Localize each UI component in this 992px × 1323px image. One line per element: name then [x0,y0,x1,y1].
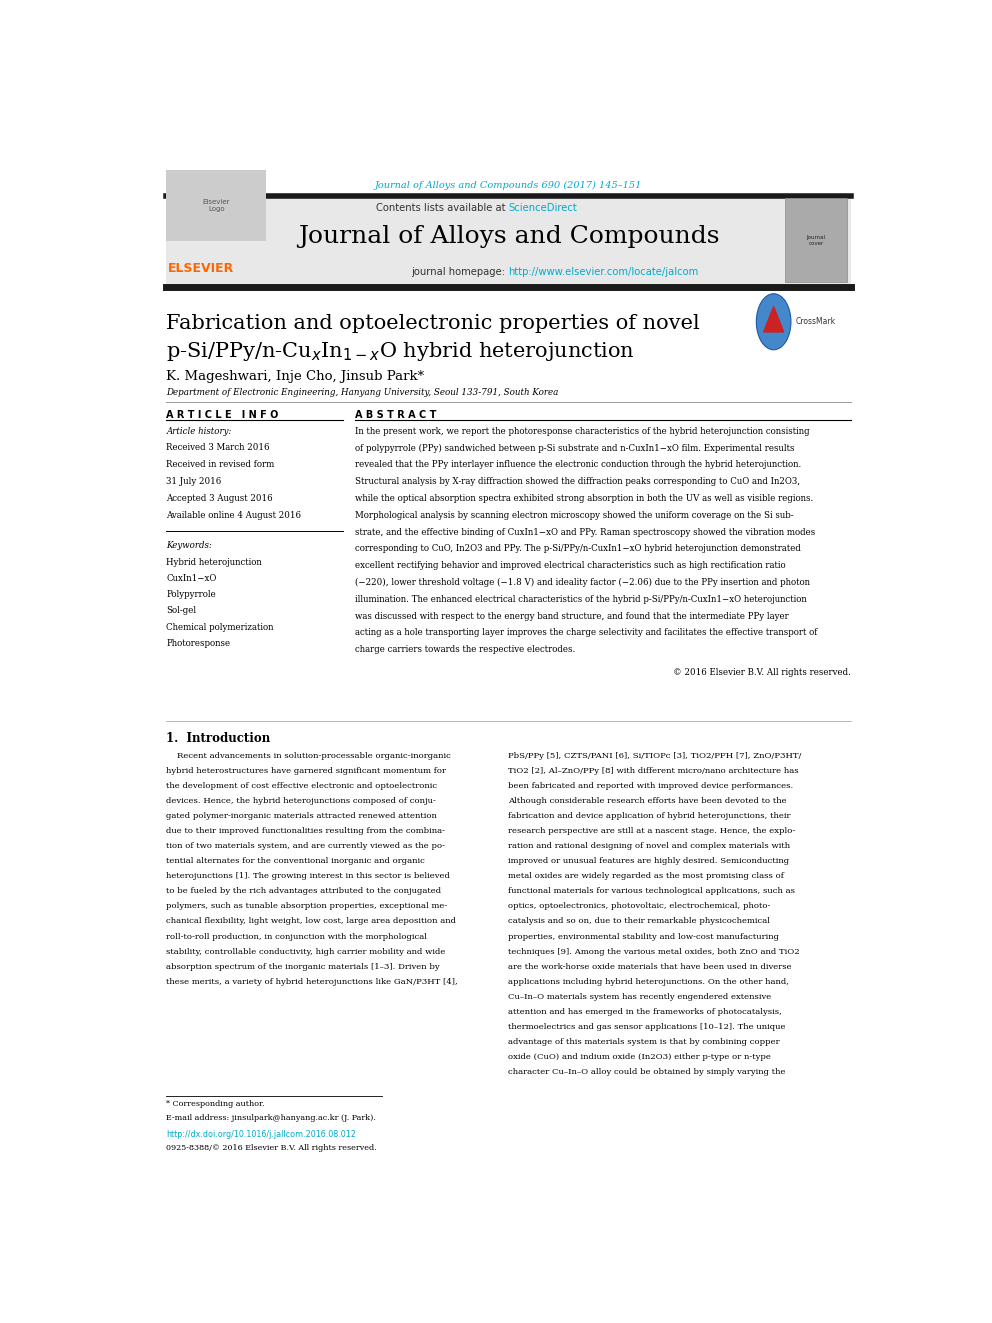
Text: these merits, a variety of hybrid heterojunctions like GaN/P3HT [4],: these merits, a variety of hybrid hetero… [167,978,458,986]
Text: ScienceDirect: ScienceDirect [509,202,577,213]
Text: Morphological analysis by scanning electron microscopy showed the uniform covera: Morphological analysis by scanning elect… [355,511,794,520]
Text: Photoresponse: Photoresponse [167,639,230,648]
Polygon shape [764,307,784,332]
Text: © 2016 Elsevier B.V. All rights reserved.: © 2016 Elsevier B.V. All rights reserved… [673,668,850,677]
Text: ration and rational designing of novel and complex materials with: ration and rational designing of novel a… [509,843,791,851]
Text: advantage of this materials system is that by combining copper: advantage of this materials system is th… [509,1039,780,1046]
Ellipse shape [756,294,791,349]
Text: while the optical absorption spectra exhibited strong absorption in both the UV : while the optical absorption spectra exh… [355,493,812,503]
Text: to be fueled by the rich advantages attributed to the conjugated: to be fueled by the rich advantages attr… [167,888,441,896]
Text: the development of cost effective electronic and optoelectronic: the development of cost effective electr… [167,782,437,790]
Text: was discussed with respect to the energy band structure, and found that the inte: was discussed with respect to the energy… [355,611,789,620]
Text: Journal of Alloys and Compounds 690 (2017) 145–151: Journal of Alloys and Compounds 690 (201… [375,181,642,191]
Text: http://www.elsevier.com/locate/jalcom: http://www.elsevier.com/locate/jalcom [509,267,698,277]
Text: Fabrication and optoelectronic properties of novel: Fabrication and optoelectronic propertie… [167,314,700,332]
Text: excellent rectifying behavior and improved electrical characteristics such as hi: excellent rectifying behavior and improv… [355,561,786,570]
Text: gated polymer-inorganic materials attracted renewed attention: gated polymer-inorganic materials attrac… [167,812,437,820]
Text: * Corresponding author.: * Corresponding author. [167,1099,265,1109]
Text: tion of two materials system, and are currently viewed as the po-: tion of two materials system, and are cu… [167,843,445,851]
Text: heterojunctions [1]. The growing interest in this sector is believed: heterojunctions [1]. The growing interes… [167,872,450,880]
Text: character Cu–In–O alloy could be obtained by simply varying the: character Cu–In–O alloy could be obtaine… [509,1068,786,1077]
Text: Article history:: Article history: [167,427,232,435]
Text: CrossMark: CrossMark [796,318,835,327]
Text: 1.  Introduction: 1. Introduction [167,733,271,745]
Text: been fabricated and reported with improved device performances.: been fabricated and reported with improv… [509,782,794,790]
Text: absorption spectrum of the inorganic materials [1–3]. Driven by: absorption spectrum of the inorganic mat… [167,963,439,971]
Text: 31 July 2016: 31 July 2016 [167,478,221,486]
Text: applications including hybrid heterojunctions. On the other hand,: applications including hybrid heterojunc… [509,978,790,986]
Text: Received 3 March 2016: Received 3 March 2016 [167,443,270,452]
Text: journal homepage:: journal homepage: [412,267,509,277]
Text: research perspective are still at a nascent stage. Hence, the explo-: research perspective are still at a nasc… [509,827,796,835]
Text: http://dx.doi.org/10.1016/j.jallcom.2016.08.012: http://dx.doi.org/10.1016/j.jallcom.2016… [167,1130,356,1139]
Text: stability, controllable conductivity, high carrier mobility and wide: stability, controllable conductivity, hi… [167,947,445,955]
Text: fabrication and device application of hybrid heterojunctions, their: fabrication and device application of hy… [509,812,791,820]
Text: Department of Electronic Engineering, Hanyang University, Seoul 133-791, South K: Department of Electronic Engineering, Ha… [167,388,558,397]
Text: ELSEVIER: ELSEVIER [168,262,234,275]
Text: Elsevier
Logo: Elsevier Logo [202,200,230,212]
Text: PbS/PPy [5], CZTS/PANI [6], Si/TIOPc [3], TiO2/PFH [7], ZnO/P3HT/: PbS/PPy [5], CZTS/PANI [6], Si/TIOPc [3]… [509,751,802,759]
Text: Sol-gel: Sol-gel [167,606,196,615]
Text: 0925-8388/© 2016 Elsevier B.V. All rights reserved.: 0925-8388/© 2016 Elsevier B.V. All right… [167,1144,377,1152]
Text: hybrid heterostructures have garnered significant momentum for: hybrid heterostructures have garnered si… [167,767,446,775]
Text: functional materials for various technological applications, such as: functional materials for various technol… [509,888,796,896]
Text: Received in revised form: Received in revised form [167,460,275,470]
Text: Journal
cover: Journal cover [806,235,825,246]
Text: Hybrid heterojunction: Hybrid heterojunction [167,557,262,566]
Text: charge carriers towards the respective electrodes.: charge carriers towards the respective e… [355,646,575,654]
Text: catalysis and so on, due to their remarkable physicochemical: catalysis and so on, due to their remark… [509,917,771,926]
Text: improved or unusual features are highly desired. Semiconducting: improved or unusual features are highly … [509,857,790,865]
Text: attention and has emerged in the frameworks of photocatalysis,: attention and has emerged in the framewo… [509,1008,783,1016]
Text: properties, environmental stability and low-cost manufacturing: properties, environmental stability and … [509,933,780,941]
Text: Accepted 3 August 2016: Accepted 3 August 2016 [167,493,273,503]
Text: CuxIn1−xO: CuxIn1−xO [167,574,216,583]
Text: metal oxides are widely regarded as the most promising class of: metal oxides are widely regarded as the … [509,872,785,880]
Text: Polypyrrole: Polypyrrole [167,590,216,599]
Text: Journal of Alloys and Compounds: Journal of Alloys and Compounds [298,225,719,247]
Text: A R T I C L E   I N F O: A R T I C L E I N F O [167,410,279,421]
Text: E-mail address: jinsulpark@hanyang.ac.kr (J. Park).: E-mail address: jinsulpark@hanyang.ac.kr… [167,1114,376,1122]
Text: techniques [9]. Among the various metal oxides, both ZnO and TiO2: techniques [9]. Among the various metal … [509,947,800,955]
Text: A B S T R A C T: A B S T R A C T [355,410,436,421]
Text: Cu–In–O materials system has recently engendered extensive: Cu–In–O materials system has recently en… [509,992,772,1002]
Text: tential alternates for the conventional inorganic and organic: tential alternates for the conventional … [167,857,426,865]
Text: devices. Hence, the hybrid heterojunctions composed of conju-: devices. Hence, the hybrid heterojunctio… [167,796,436,804]
FancyBboxPatch shape [167,169,266,241]
Text: chanical flexibility, light weight, low cost, large area deposition and: chanical flexibility, light weight, low … [167,917,456,926]
Text: TiO2 [2], Al–ZnO/PPy [8] with different micro/nano architecture has: TiO2 [2], Al–ZnO/PPy [8] with different … [509,767,799,775]
Text: K. Mageshwari, Inje Cho, Jinsub Park*: K. Mageshwari, Inje Cho, Jinsub Park* [167,369,425,382]
Text: illumination. The enhanced electrical characteristics of the hybrid p-Si/PPy/n-C: illumination. The enhanced electrical ch… [355,595,806,603]
Text: Recent advancements in solution-processable organic-inorganic: Recent advancements in solution-processa… [167,751,451,759]
Text: due to their improved functionalities resulting from the combina-: due to their improved functionalities re… [167,827,445,835]
FancyBboxPatch shape [786,198,847,282]
Text: polymers, such as tunable absorption properties, exceptional me-: polymers, such as tunable absorption pro… [167,902,447,910]
Text: of polypyrrole (PPy) sandwiched between p-Si substrate and n-CuxIn1−xO film. Exp: of polypyrrole (PPy) sandwiched between … [355,443,795,452]
FancyBboxPatch shape [167,196,850,287]
Text: are the work-horse oxide materials that have been used in diverse: are the work-horse oxide materials that … [509,963,792,971]
Text: Chemical polymerization: Chemical polymerization [167,623,274,632]
Text: Structural analysis by X-ray diffraction showed the diffraction peaks correspond: Structural analysis by X-ray diffraction… [355,478,800,486]
Text: Although considerable research efforts have been devoted to the: Although considerable research efforts h… [509,796,787,804]
Text: p-Si/PPy/n-Cu$_x$In$_{1-x}$O hybrid heterojunction: p-Si/PPy/n-Cu$_x$In$_{1-x}$O hybrid hete… [167,340,635,363]
Text: thermoelectrics and gas sensor applications [10–12]. The unique: thermoelectrics and gas sensor applicati… [509,1023,786,1031]
Text: strate, and the effective binding of CuxIn1−xO and PPy. Raman spectroscopy showe: strate, and the effective binding of Cux… [355,528,814,537]
Text: roll-to-roll production, in conjunction with the morphological: roll-to-roll production, in conjunction … [167,933,428,941]
Text: (−220), lower threshold voltage (−1.8 V) and ideality factor (−2.06) due to the : (−220), lower threshold voltage (−1.8 V)… [355,578,809,587]
Text: Keywords:: Keywords: [167,541,212,550]
Text: corresponding to CuO, In2O3 and PPy. The p-Si/PPy/n-CuxIn1−xO hybrid heterojunct: corresponding to CuO, In2O3 and PPy. The… [355,544,801,553]
Text: acting as a hole transporting layer improves the charge selectivity and facilita: acting as a hole transporting layer impr… [355,628,817,638]
Text: In the present work, we report the photoresponse characteristics of the hybrid h: In the present work, we report the photo… [355,427,809,435]
Text: Contents lists available at: Contents lists available at [376,202,509,213]
Text: Available online 4 August 2016: Available online 4 August 2016 [167,511,302,520]
Text: revealed that the PPy interlayer influence the electronic conduction through the: revealed that the PPy interlayer influen… [355,460,801,470]
Text: optics, optoelectronics, photovoltaic, electrochemical, photo-: optics, optoelectronics, photovoltaic, e… [509,902,771,910]
Text: oxide (CuO) and indium oxide (In2O3) either p-type or n-type: oxide (CuO) and indium oxide (In2O3) eit… [509,1053,771,1061]
